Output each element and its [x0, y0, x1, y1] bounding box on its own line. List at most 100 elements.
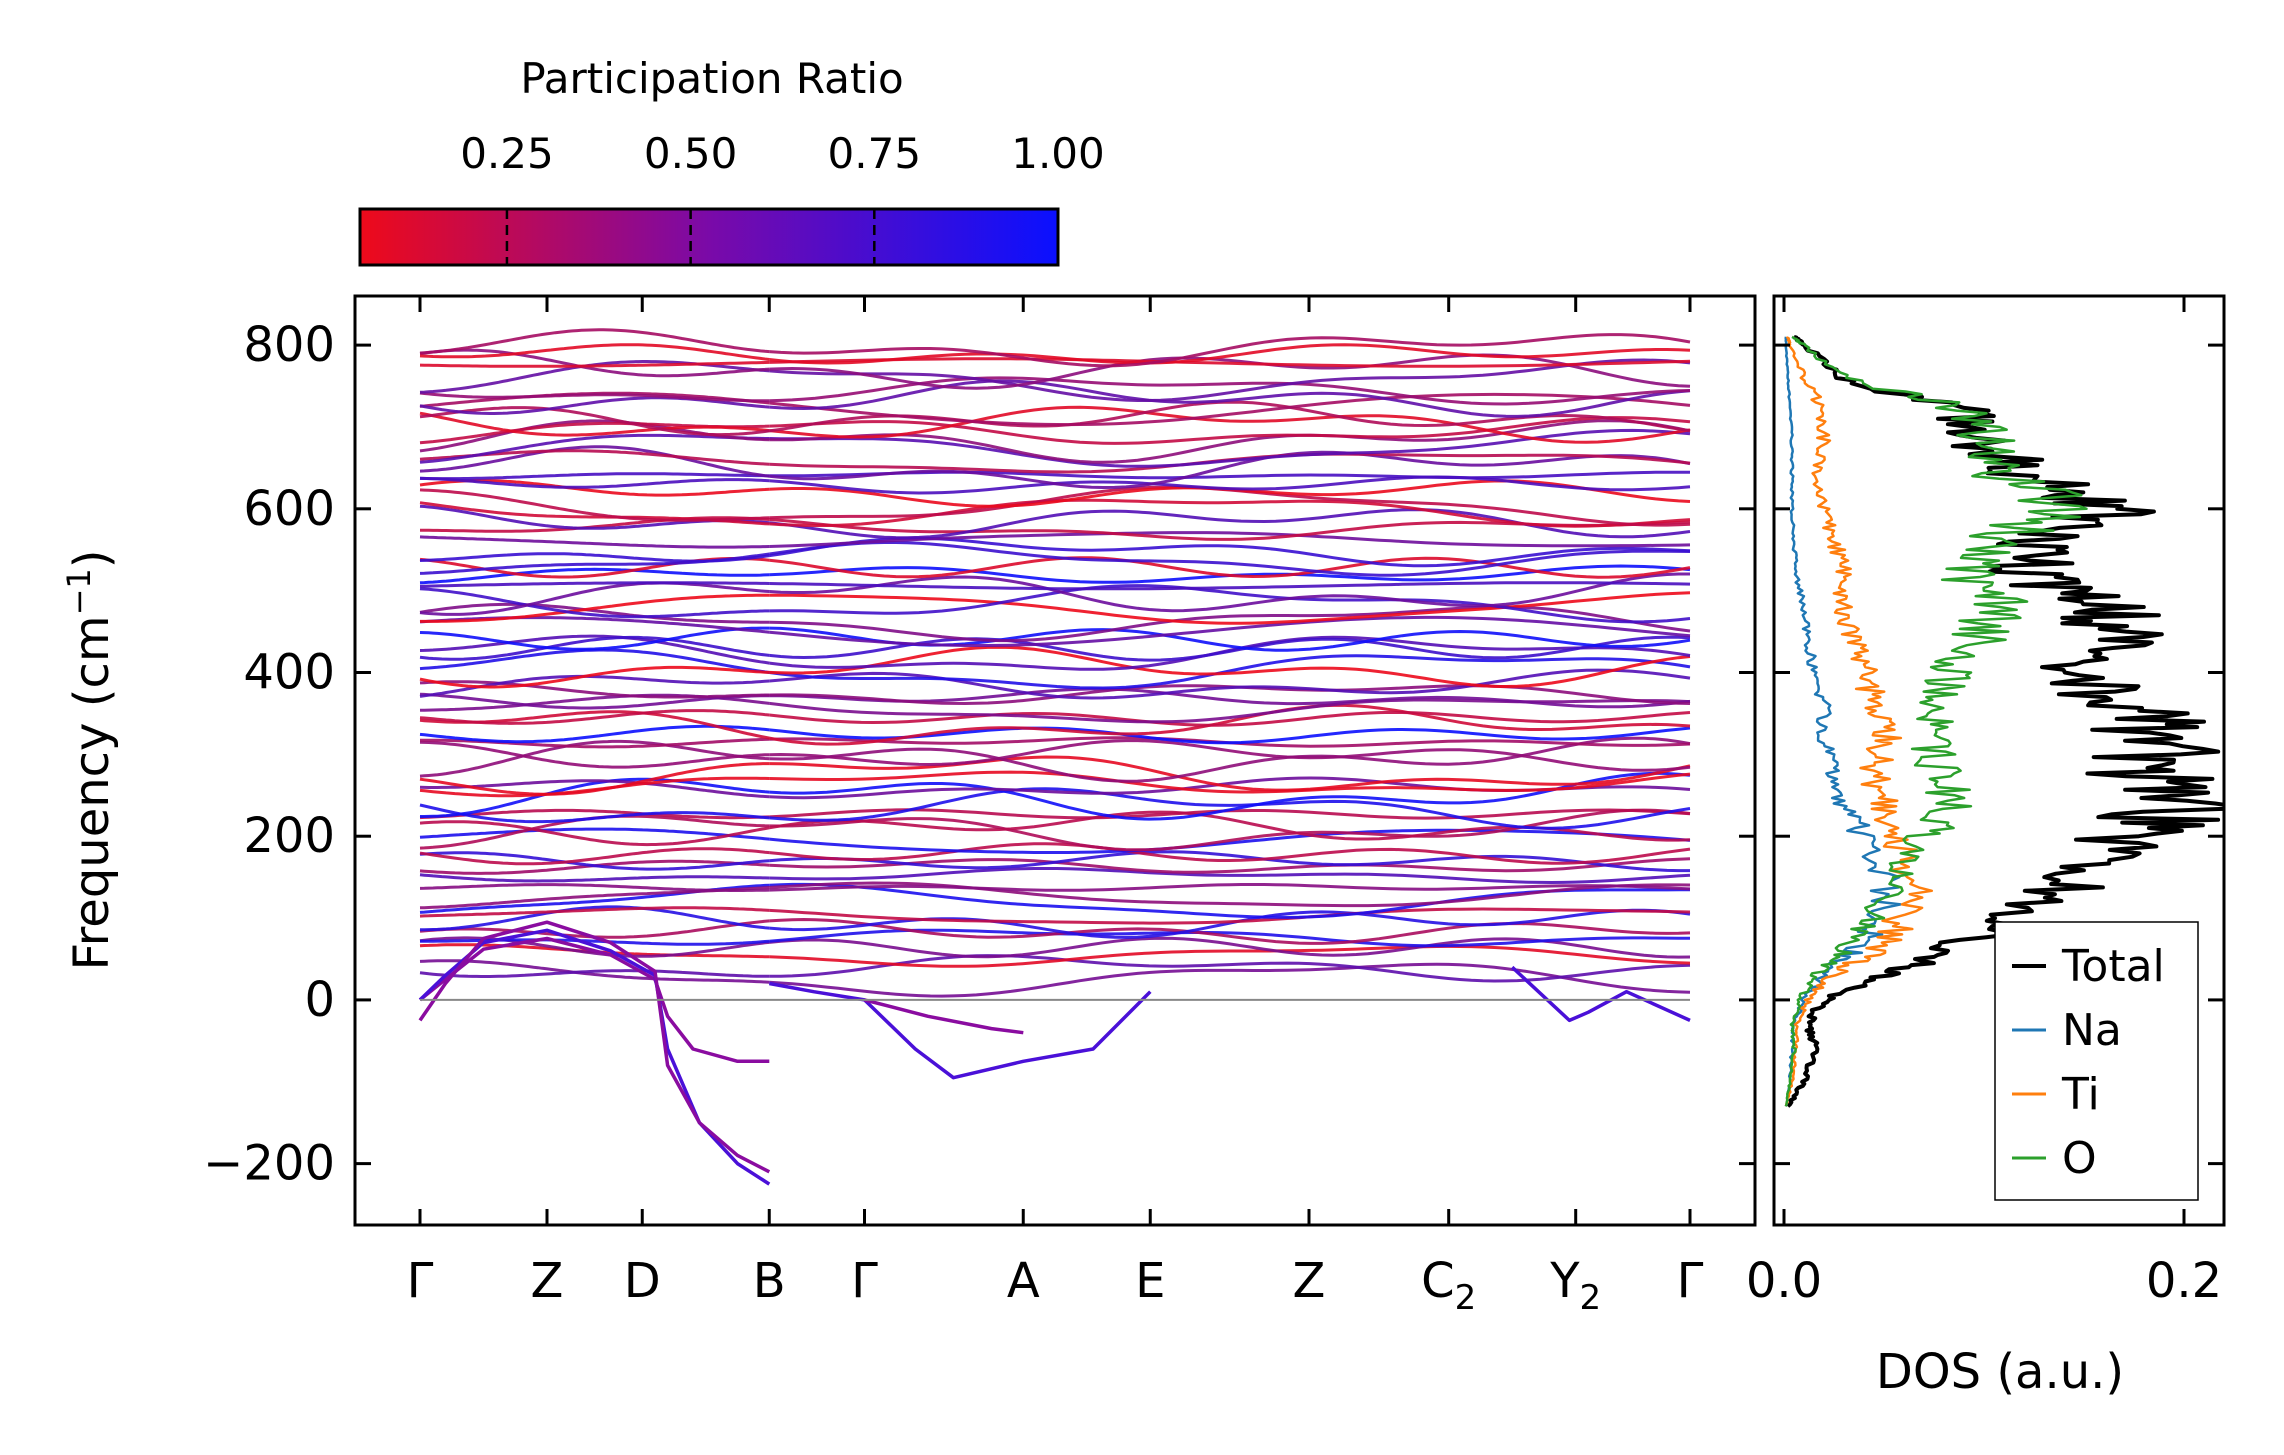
band-29-seg-1	[769, 710, 1691, 727]
band-66-seg-0	[419, 391, 770, 403]
band-39-seg-1	[769, 615, 1691, 647]
band-71-seg-1	[769, 333, 1691, 368]
band-6-seg-0	[420, 905, 770, 932]
band-46-seg-1	[769, 556, 1691, 579]
band-4-seg-1	[769, 928, 1691, 948]
negative-path-band	[768, 981, 1152, 1080]
dip-y2-band	[1511, 965, 1691, 1023]
band-70-seg-0	[419, 343, 770, 361]
dos-x-tick-label: 0.0	[1746, 1253, 1822, 1309]
dos-curve-ti	[1784, 336, 1934, 1107]
k-point-label: Z	[1293, 1253, 1326, 1309]
band-48-seg-0	[419, 552, 770, 563]
band-36-seg-0	[419, 634, 770, 665]
band-11-seg-0	[419, 873, 770, 883]
k-point-label: Γ	[851, 1253, 878, 1309]
band-31-seg-0	[419, 692, 770, 710]
band-10-seg-0	[419, 883, 770, 892]
dos-panel: 0.0 0.2 DOS (a.u.) Total Na Ti O	[1746, 294, 2226, 1400]
colorbar-tick-label: 1.00	[1011, 129, 1105, 178]
band-1-seg-1	[769, 954, 1691, 983]
band-5-seg-1	[769, 917, 1691, 945]
k-point-label: B	[753, 1253, 786, 1309]
band-33-seg-1	[769, 668, 1691, 700]
k-point-label: Y2	[1549, 1253, 1601, 1318]
band-65-seg-0	[419, 396, 770, 415]
band-70-seg-1	[769, 343, 1691, 365]
band-61-seg-1	[769, 416, 1691, 445]
band-41-seg-0	[420, 593, 770, 623]
band-49-seg-0	[419, 535, 770, 549]
band-63-seg-0	[419, 406, 770, 437]
band-21-seg-0	[419, 779, 770, 799]
dos-x-axis-label: DOS (a.u.)	[1876, 1344, 2124, 1400]
band-29-seg-0	[419, 709, 770, 725]
k-point-label: A	[1007, 1253, 1040, 1309]
band-69-seg-0	[419, 360, 770, 368]
dos-axis-ticks: 0.0 0.2	[1746, 296, 2224, 1309]
dos-x-tick-label: 0.2	[2146, 1253, 2222, 1309]
colorbar-tick-label: 0.25	[460, 129, 554, 178]
band-14-seg-1	[769, 842, 1691, 865]
band-43-seg-1	[769, 572, 1690, 613]
band-12-seg-0	[419, 859, 770, 875]
band-13-seg-0	[419, 851, 770, 871]
band-10-seg-1	[769, 883, 1691, 892]
band-35-seg-0	[419, 665, 770, 689]
k-point-label: Γ	[407, 1253, 434, 1309]
band-15-seg-1	[769, 828, 1691, 854]
band-47-seg-1	[769, 541, 1691, 577]
band-44-seg-0	[419, 581, 770, 588]
band-14-seg-0	[419, 847, 770, 866]
band-8-seg-1	[769, 882, 1690, 919]
band-60-seg-1	[769, 419, 1691, 464]
legend-label-ti: Ti	[2061, 1069, 2100, 1120]
legend-label-o: O	[2062, 1133, 2097, 1184]
band-28-seg-0	[419, 710, 770, 740]
band-15-seg-0	[419, 827, 770, 841]
dos-curves	[1784, 334, 2224, 1108]
band-7-seg-0	[419, 906, 770, 918]
y-tick-label: 200	[243, 808, 335, 864]
band-20-seg-0	[420, 777, 770, 818]
band-52-seg-1	[769, 498, 1691, 528]
band-9-seg-1	[769, 881, 1691, 908]
band-16-seg-1	[769, 808, 1691, 852]
band-42-seg-0	[419, 587, 770, 619]
band-42-seg-1	[769, 584, 1691, 624]
band-65-seg-1	[769, 379, 1691, 418]
band-53-seg-0	[419, 488, 770, 522]
band-58-seg-0	[419, 449, 770, 466]
band-56-seg-0	[419, 472, 770, 481]
band-40-seg-0	[419, 602, 770, 624]
band-17-seg-0	[419, 820, 770, 847]
band-19-seg-1	[769, 787, 1691, 830]
acoustic-3-band	[418, 920, 771, 1174]
band-68-seg-0	[419, 348, 770, 378]
dip-1-band	[864, 998, 1024, 1035]
band-0-seg-0	[419, 959, 770, 984]
k-point-label: D	[624, 1253, 661, 1309]
band-59-seg-0	[419, 433, 770, 464]
y-axis-label: Frequency (cm−1)	[60, 549, 120, 970]
band-28-seg-1	[769, 703, 1691, 746]
band-13-seg-1	[769, 850, 1690, 873]
y-tick-label: 800	[243, 317, 335, 373]
colorbar-title: Participation Ratio	[520, 54, 903, 103]
band-4-seg-0	[420, 938, 770, 946]
band-19-seg-0	[419, 803, 770, 824]
colorbar-tick-label: 0.75	[828, 129, 922, 178]
k-point-label: Z	[531, 1253, 564, 1309]
band-22-seg-1	[769, 770, 1691, 794]
band-12-seg-1	[769, 857, 1691, 874]
band-38-seg-0	[419, 626, 770, 651]
band-24-seg-0	[419, 739, 770, 778]
band-71-seg-0	[419, 328, 770, 355]
band-44-seg-1	[769, 581, 1691, 591]
colorbar-gradient	[358, 207, 1060, 267]
band-55-seg-0	[419, 476, 770, 489]
band-62-seg-0	[419, 411, 770, 437]
band-25-seg-1	[769, 739, 1691, 772]
band-45-seg-0	[419, 567, 770, 585]
